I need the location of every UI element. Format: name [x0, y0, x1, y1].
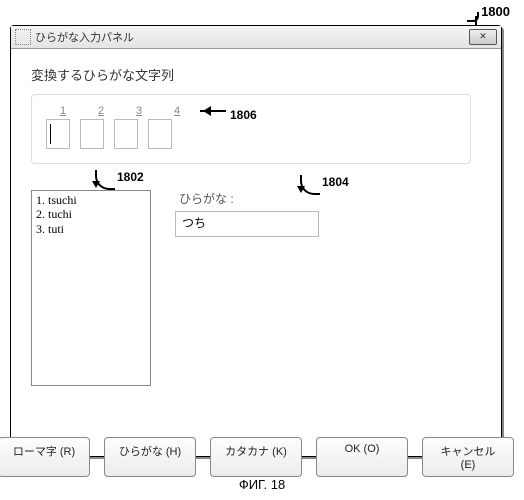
arrow-curve-icon — [95, 170, 115, 190]
slot-label-1: 1 — [52, 105, 74, 117]
content-area: 変換するひらがな文字列 1 2 3 4 1. tsuchi — [11, 49, 501, 429]
katakana-button[interactable]: カタカナ (K) — [210, 437, 302, 477]
char-slot-3[interactable] — [114, 119, 138, 149]
char-slot-frame: 1 2 3 4 — [31, 94, 471, 164]
char-slot-4[interactable] — [148, 119, 172, 149]
candidate-listbox[interactable]: 1. tsuchi 2. tuchi 3. tuti — [31, 190, 151, 386]
close-button[interactable]: ✕ — [469, 29, 497, 45]
candidate-2[interactable]: 2. tuchi — [36, 207, 146, 221]
candidate-1[interactable]: 1. tsuchi — [36, 193, 146, 207]
hiragana-button[interactable]: ひらがな (H) — [104, 437, 196, 477]
slot-label-2: 2 — [90, 105, 112, 117]
char-slot-2[interactable] — [80, 119, 104, 149]
titlebar: ひらがな入力パネル ✕ — [11, 26, 501, 49]
arrow-left-icon — [200, 110, 226, 122]
callout-1800: 1800 — [481, 4, 510, 19]
cancel-button[interactable]: キャンセル (E) — [422, 437, 514, 477]
candidate-3[interactable]: 3. tuti — [36, 222, 146, 236]
app-icon — [15, 29, 31, 45]
romaji-button[interactable]: ローマ字 (R) — [0, 437, 90, 477]
ok-button[interactable]: OK (O) — [316, 437, 408, 477]
callout-1802: 1802 — [95, 170, 144, 190]
char-slot-1[interactable] — [46, 119, 70, 149]
hiragana-column: ひらがな : つち — [175, 190, 319, 386]
callout-1804: 1804 — [300, 175, 349, 195]
callout-1806: 1806 — [200, 108, 257, 122]
window-title: ひらがな入力パネル — [35, 29, 469, 45]
hiragana-field[interactable]: つち — [175, 211, 319, 237]
slot-row — [46, 119, 456, 149]
arrow-curve-icon — [300, 175, 320, 195]
mid-row: 1. tsuchi 2. tuchi 3. tuti ひらがな : つち — [31, 190, 481, 386]
dialog-window: ひらがな入力パネル ✕ 変換するひらがな文字列 1 2 3 4 — [10, 25, 502, 457]
slot-label-3: 3 — [128, 105, 150, 117]
heading-label: 変換するひらがな文字列 — [31, 65, 481, 84]
figure-caption: ФИГ. 18 — [0, 477, 524, 492]
slot-label-4: 4 — [166, 105, 188, 117]
